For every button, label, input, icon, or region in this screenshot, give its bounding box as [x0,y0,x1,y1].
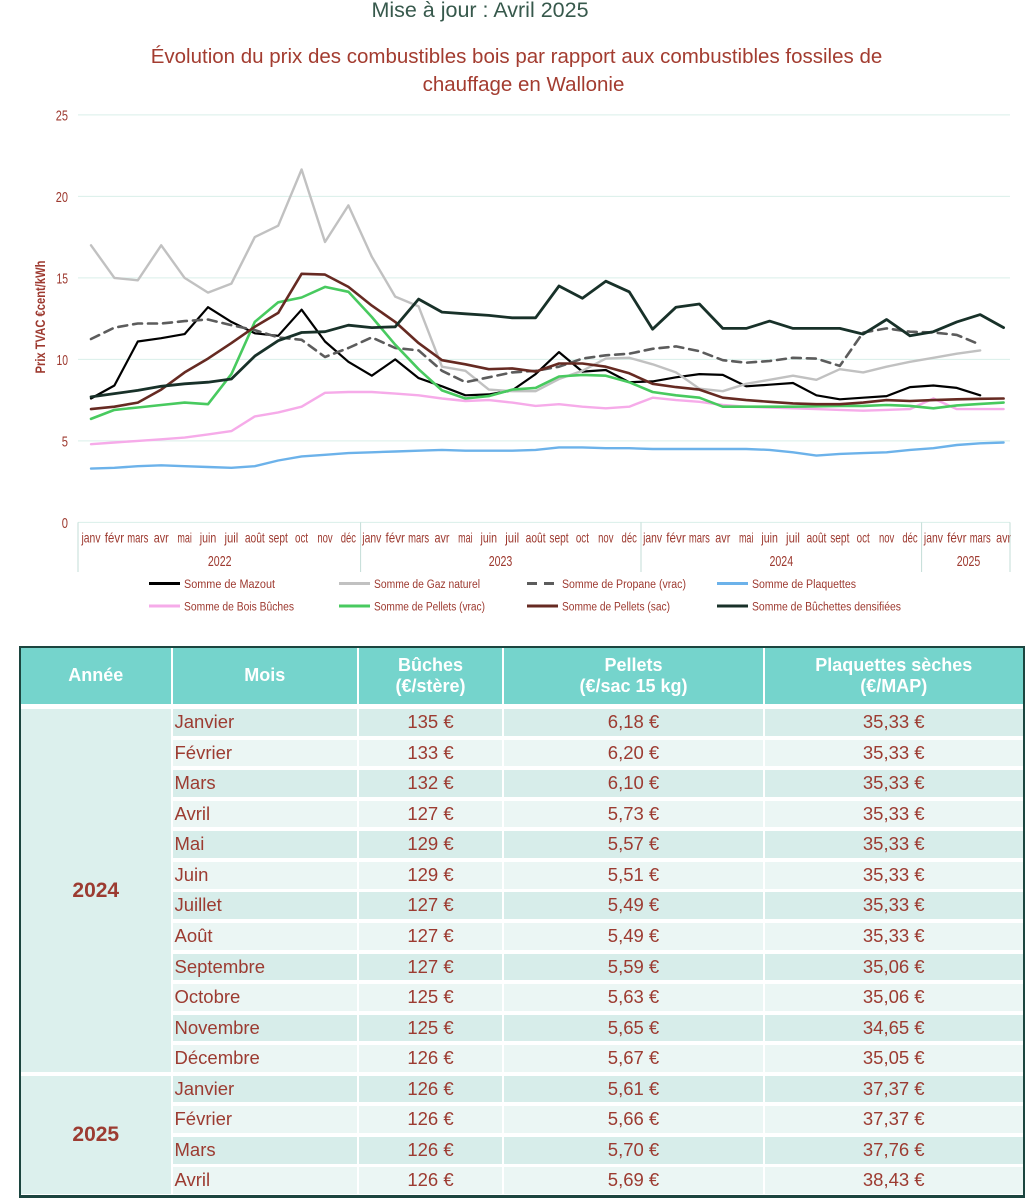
svg-text:mars: mars [408,530,429,546]
svg-text:Somme de Propane (vrac): Somme de Propane (vrac) [562,579,686,591]
svg-text:juil: juil [504,530,519,546]
svg-text:avr: avr [435,530,450,546]
svg-text:févr: févr [666,530,686,546]
svg-text:nov: nov [598,530,613,546]
svg-text:oct: oct [857,530,870,546]
svg-text:Somme de Mazout: Somme de Mazout [184,579,276,591]
svg-text:20: 20 [56,189,68,206]
svg-text:nov: nov [879,530,894,546]
svg-text:mars: mars [689,530,710,546]
svg-text:juil: juil [224,530,239,546]
svg-text:août: août [245,530,265,546]
svg-text:25: 25 [56,107,68,124]
svg-text:avr: avr [996,530,1011,546]
svg-text:Somme de Bois Bûches: Somme de Bois Bûches [184,602,294,614]
svg-text:août: août [526,530,546,546]
svg-text:nov: nov [317,530,332,546]
svg-text:mai: mai [739,530,754,546]
svg-text:août: août [806,530,826,546]
svg-text:déc: déc [622,530,637,546]
svg-text:Somme de Pellets (vrac): Somme de Pellets (vrac) [374,602,485,614]
svg-text:10: 10 [57,352,69,369]
svg-text:déc: déc [341,530,356,546]
svg-text:2022: 2022 [208,554,232,570]
svg-text:15: 15 [57,270,69,287]
svg-text:mai: mai [458,530,473,546]
svg-text:2023: 2023 [489,554,513,570]
svg-text:juin: juin [761,530,778,546]
svg-text:mars: mars [127,530,148,546]
svg-text:sept: sept [549,530,568,546]
svg-text:Somme de Plaquettes: Somme de Plaquettes [752,579,856,591]
svg-text:mars: mars [970,530,991,546]
svg-text:mai: mai [177,530,192,546]
svg-text:Somme de Bûchettes densifiées: Somme de Bûchettes densifiées [752,602,901,614]
svg-text:Prix TVAC €cent/kWh: Prix TVAC €cent/kWh [32,261,48,374]
svg-text:janv: janv [642,530,662,546]
svg-text:févr: févr [105,530,125,546]
svg-text:juil: juil [785,530,800,546]
svg-text:juin: juin [480,530,497,546]
svg-text:avr: avr [715,530,730,546]
svg-text:5: 5 [62,433,68,450]
svg-text:sept: sept [830,530,849,546]
svg-text:sept: sept [269,530,288,546]
svg-text:2025: 2025 [957,554,981,570]
svg-text:janv: janv [923,530,943,546]
svg-text:Somme de Gaz naturel: Somme de Gaz naturel [374,579,480,591]
svg-text:janv: janv [81,530,101,546]
svg-text:janv: janv [362,530,382,546]
svg-text:0: 0 [62,515,68,532]
svg-text:Somme de Pellets (sac): Somme de Pellets (sac) [562,602,670,614]
svg-text:févr: févr [386,530,406,546]
svg-text:févr: févr [947,530,967,546]
svg-text:déc: déc [902,530,917,546]
svg-text:oct: oct [295,530,308,546]
svg-text:oct: oct [576,530,589,546]
svg-text:2024: 2024 [770,554,794,570]
svg-text:avr: avr [154,530,169,546]
svg-text:juin: juin [199,530,216,546]
